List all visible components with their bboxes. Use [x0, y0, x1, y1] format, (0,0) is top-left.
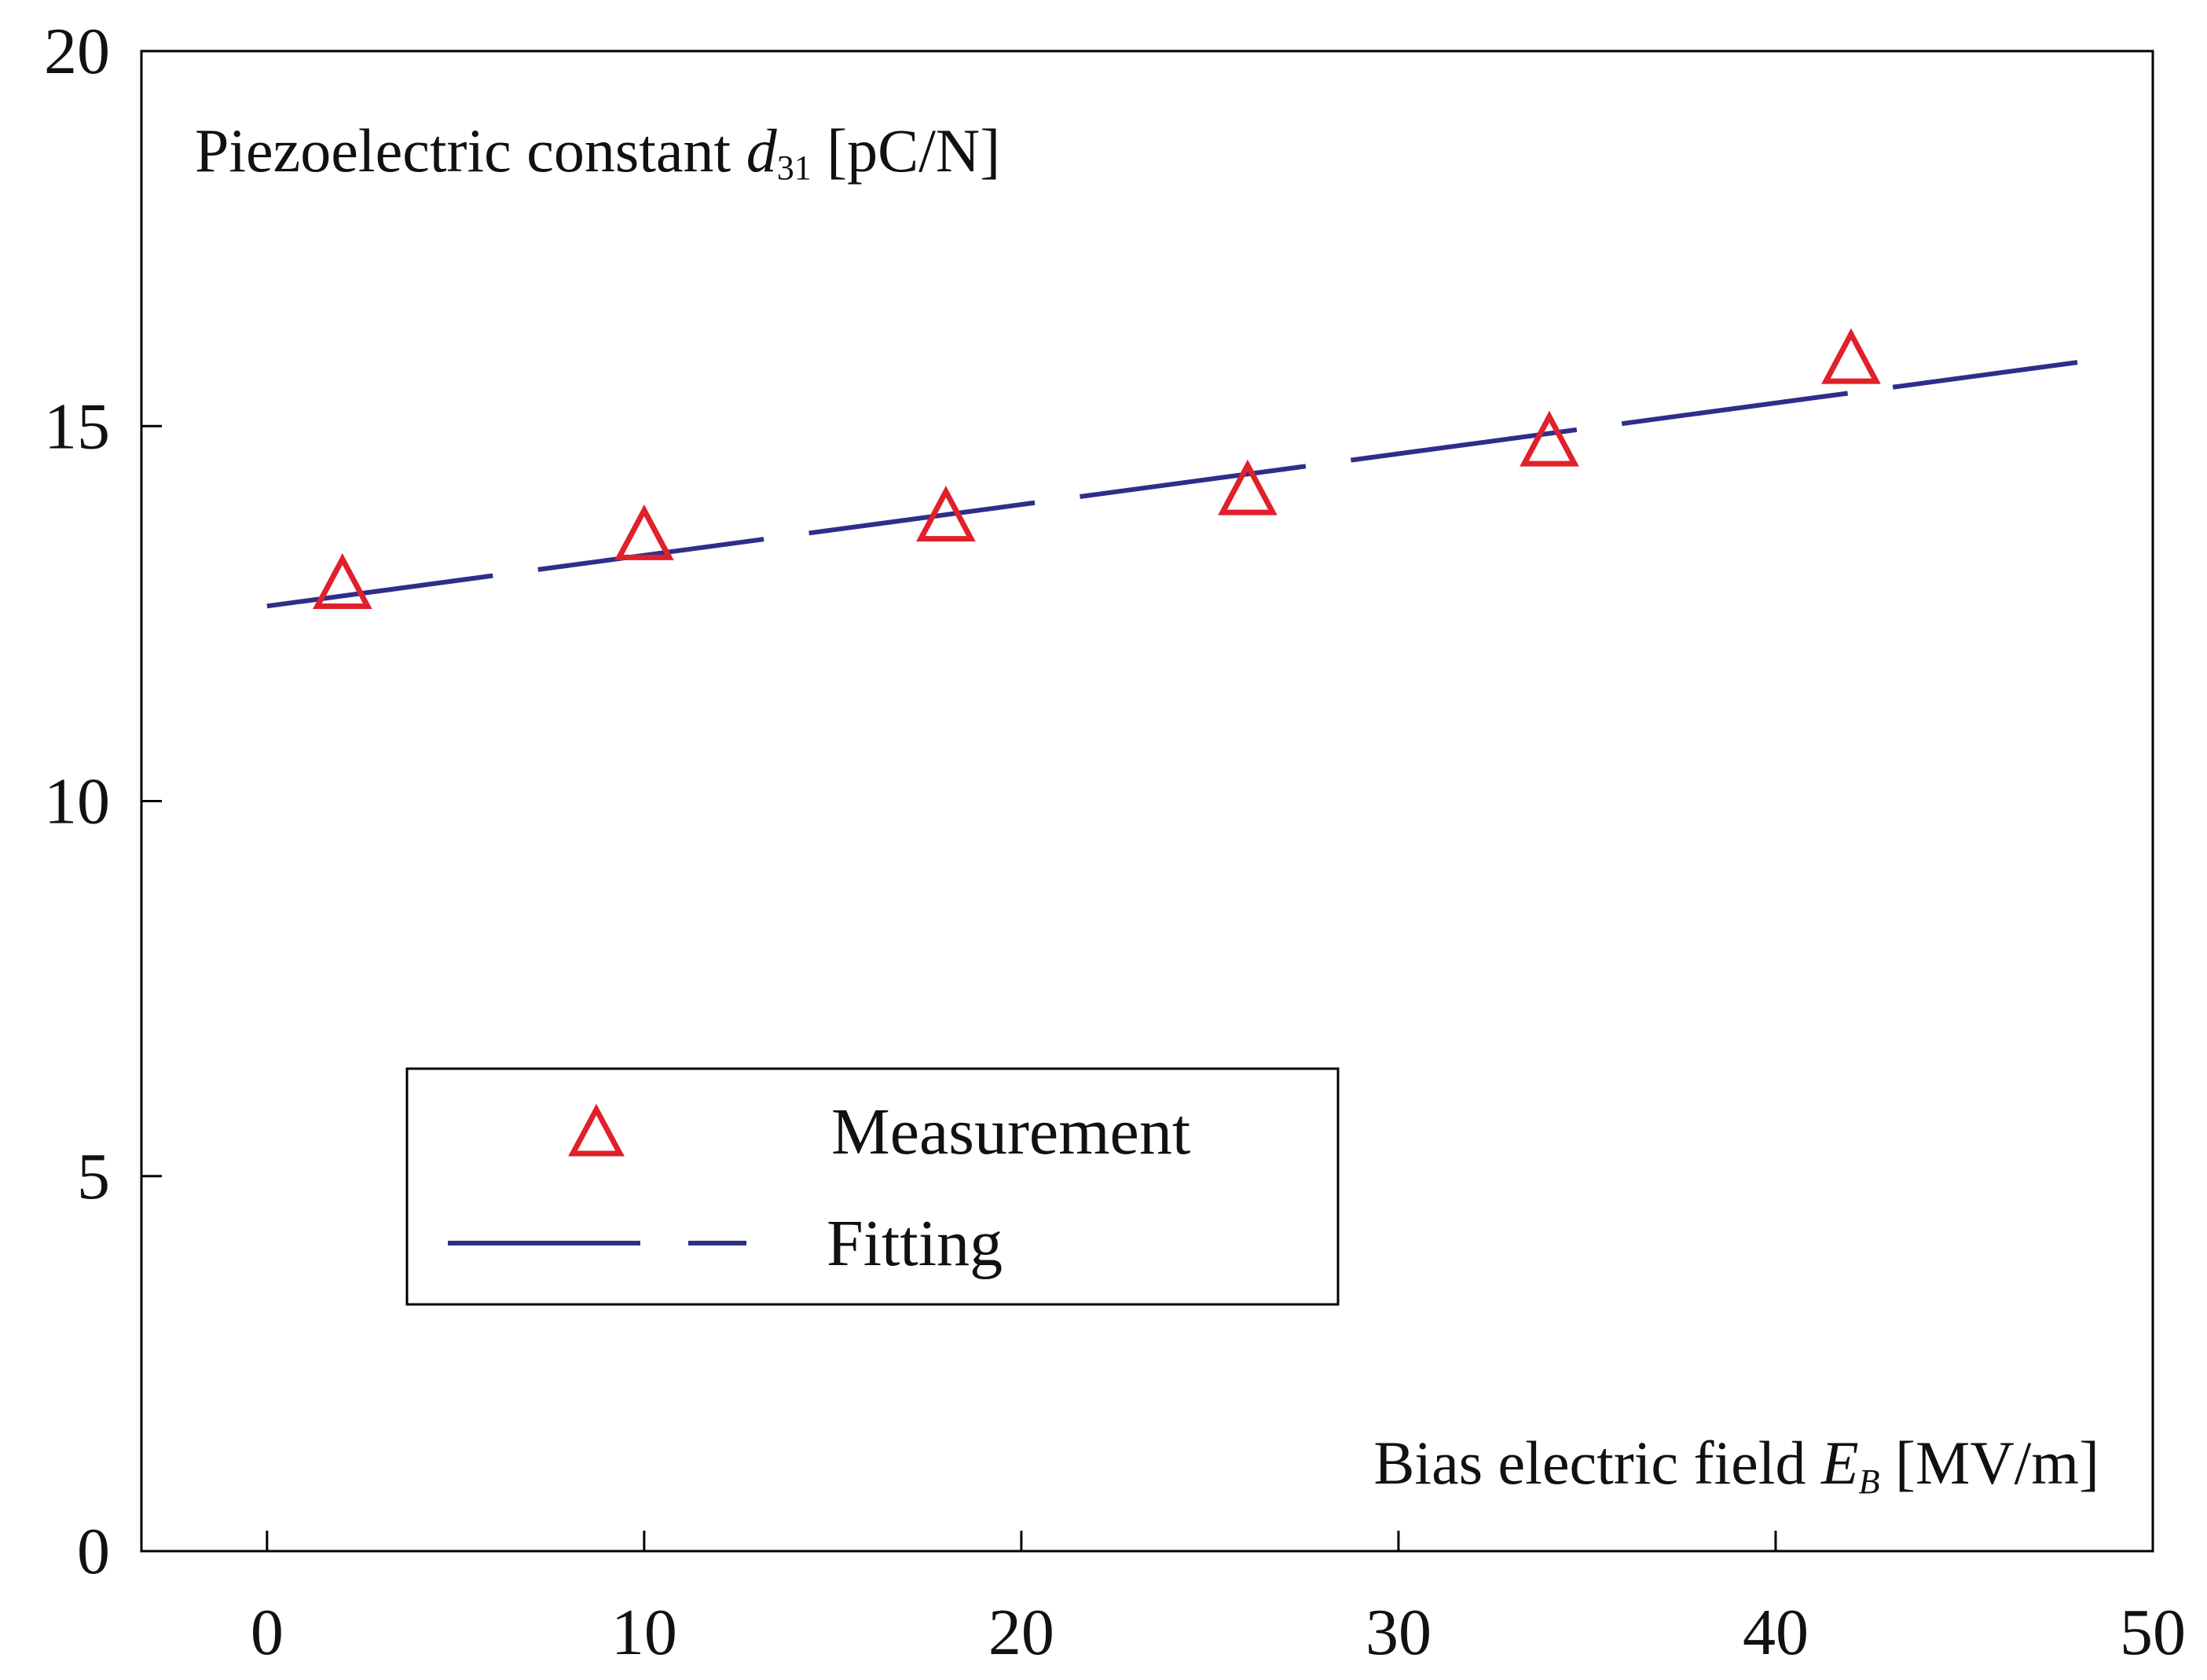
y-axis-label-symbol: d [746, 116, 778, 185]
x-tick-label: 10 [611, 1596, 677, 1669]
measurement-point [916, 486, 976, 542]
legend-box [405, 1067, 1340, 1306]
x-axis-label-unit: [MV/m] [1880, 1429, 2099, 1497]
x-tick-label: 20 [988, 1596, 1054, 1669]
legend-measurement-label: Measurement [831, 1095, 1190, 1168]
y-tick-label: 15 [44, 390, 110, 463]
x-axis-label-subscript: B [1859, 1462, 1880, 1501]
y-tick-label: 0 [77, 1515, 110, 1588]
y-axis-label: Piezoelectric constant d31 [pC/N] [195, 116, 1000, 187]
x-tick-label: 0 [251, 1596, 284, 1669]
measurement-point [1821, 328, 1881, 384]
x-tick-label: 50 [2120, 1596, 2186, 1669]
y-tick-label: 10 [44, 765, 110, 838]
legend: Measurement Fitting [405, 1067, 1340, 1306]
fitting-line [266, 360, 2078, 609]
y-axis-label-main: Piezoelectric constant [195, 116, 746, 185]
y-axis-ticks: 0 5 10 15 20 [44, 15, 162, 1588]
x-tick-label: 30 [1366, 1596, 1432, 1669]
x-tick-label: 40 [1743, 1596, 1809, 1669]
x-axis-label-symbol: E [1820, 1429, 1859, 1497]
legend-measurement-marker [568, 1103, 625, 1157]
y-tick-label: 5 [77, 1140, 110, 1213]
x-axis-label: Bias electric field EB [MV/m] [1373, 1429, 2099, 1501]
legend-fitting-label: Fitting [827, 1207, 1003, 1280]
measurement-point [1520, 410, 1579, 467]
series-layer [266, 328, 2078, 609]
x-axis-ticks: 0 10 20 30 40 50 [251, 1531, 2186, 1669]
y-axis-label-unit: [pC/N] [812, 116, 1000, 185]
measurement-point [1218, 459, 1278, 515]
measurement-point [614, 504, 674, 560]
plot-frame [140, 50, 2154, 1553]
y-axis-label-subscript: 31 [777, 149, 812, 187]
y-tick-label: 20 [44, 15, 110, 88]
measurement-point [313, 553, 372, 609]
x-axis-label-main: Bias electric field [1373, 1429, 1821, 1497]
